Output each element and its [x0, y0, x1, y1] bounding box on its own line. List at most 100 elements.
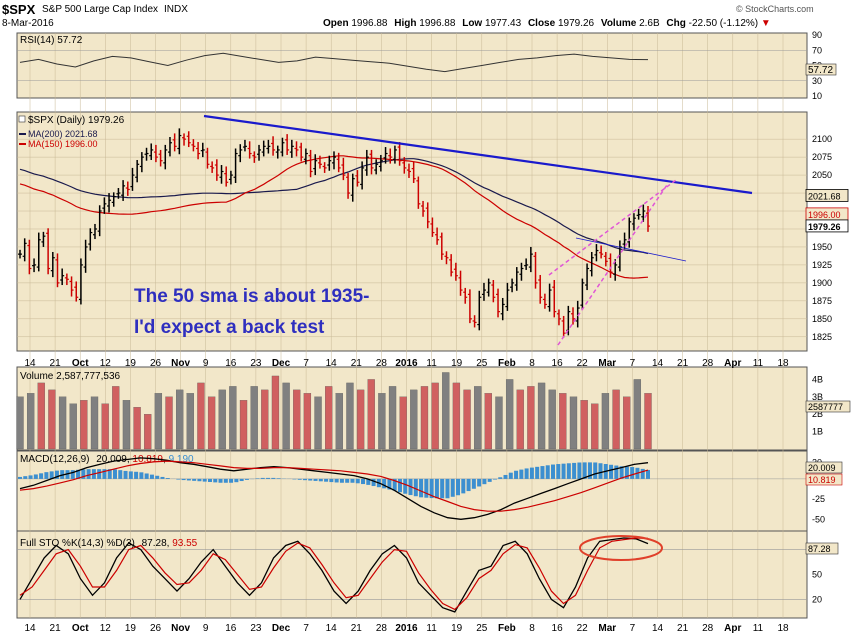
volume-bar — [207, 396, 216, 450]
date-tick: 23 — [250, 623, 262, 634]
macd-hist-bar — [70, 470, 75, 479]
date-tick: 11 — [753, 623, 764, 634]
price-axis: 2100207520502025200019751950192519001875… — [812, 134, 832, 342]
macd-hist-bar — [508, 472, 513, 479]
macd-hist-bar — [313, 478, 318, 481]
rsi-tick: 70 — [812, 45, 822, 55]
high-value: 1996.88 — [419, 18, 456, 29]
price-tick: 2050 — [812, 170, 832, 180]
price-bars — [18, 128, 650, 338]
chg-value: -22.50 (-1.12%) — [688, 18, 759, 29]
volume-bar — [463, 389, 471, 450]
volume-bar — [239, 400, 248, 450]
macd-hist-bar — [413, 478, 418, 497]
volume-bar — [420, 386, 429, 450]
price-tick: 1950 — [812, 242, 832, 252]
volume-bar — [165, 396, 173, 450]
macd-hist-bar — [540, 466, 545, 479]
macd-hist-bar — [355, 478, 360, 484]
date-tick: 11 — [426, 623, 437, 634]
date-tick: Apr — [724, 623, 741, 634]
price-legend: $SPX (Daily) 1979.26 MA(200) 2021.68 MA(… — [18, 115, 125, 149]
price-panel — [16, 111, 808, 352]
date-tick: 14 — [652, 358, 664, 369]
macd-hist-bar — [318, 478, 323, 482]
volume-bar — [325, 386, 333, 450]
macd-hist-bar — [361, 478, 366, 485]
macd-hist-bar — [587, 462, 592, 479]
volume-bar — [505, 379, 514, 450]
volume-bar — [218, 389, 226, 450]
volume-bar — [452, 382, 461, 450]
macd-hist-bar — [556, 464, 561, 479]
date-tick: 7 — [303, 623, 309, 634]
macd-hist-bar — [392, 478, 397, 491]
chg-label: Chg — [666, 18, 686, 29]
price-tags: 2021.68 1996.00 1979.26 — [805, 189, 849, 233]
price-tick: 1875 — [812, 296, 832, 306]
volume-tick: 3B — [812, 392, 823, 402]
volume-bar — [261, 389, 269, 450]
sto-tick: 20 — [812, 594, 822, 604]
volume-bar — [644, 393, 652, 450]
macd-hist-bar — [609, 464, 614, 479]
macd-hist-bar — [86, 469, 91, 479]
signal-tag-bg — [805, 473, 843, 486]
volume-bar — [378, 393, 386, 450]
volume-bar — [356, 389, 365, 450]
volume-bar — [346, 382, 354, 450]
macd-hist-bar — [49, 471, 54, 479]
macd-line — [19, 457, 649, 520]
macd-hist-bar — [192, 478, 197, 481]
date-tick: Feb — [498, 358, 516, 369]
volume-bar — [80, 400, 88, 450]
date-tick: Dec — [272, 623, 291, 634]
volume-bar — [516, 389, 524, 450]
rsi-panel — [16, 32, 808, 99]
price-tag-box — [805, 189, 849, 202]
price-tick: 1825 — [812, 332, 832, 342]
volume-bar — [144, 414, 152, 450]
price-tick: 1925 — [812, 260, 832, 270]
macd-hist-bar — [102, 469, 107, 479]
sto-label-name: Full STO %K(14,3) %D(3) — [20, 538, 135, 549]
annotation-line-1: The 50 sma is about 1935- — [134, 286, 370, 307]
header-description: S&P 500 Large Cap Index — [42, 4, 159, 15]
date-tick: 11 — [753, 358, 764, 369]
ma200-line — [19, 158, 649, 255]
date-tick: Apr — [724, 358, 741, 369]
price-tick: 2100 — [812, 134, 832, 144]
volume-bar — [591, 403, 599, 450]
date-tick: 7 — [630, 358, 636, 369]
date-tick: 16 — [225, 358, 237, 369]
volume-bar — [58, 396, 67, 450]
macd-hist-bar — [107, 469, 112, 479]
date-tick: Oct — [72, 623, 89, 634]
macd-hist-bar — [403, 478, 408, 494]
macd-hist-bar — [561, 463, 566, 479]
macd-hist-bar — [350, 478, 355, 483]
volume-bar — [48, 389, 56, 450]
volume-tick: 4B — [812, 374, 823, 384]
ma150-label: MA(150) 1996.00 — [28, 139, 98, 149]
price-tag: 1996.00 — [808, 210, 841, 220]
volume-bar — [122, 400, 131, 450]
volume-bar — [101, 403, 109, 450]
volume-bar — [388, 386, 397, 450]
header-date: 8-Mar-2016 — [2, 18, 54, 29]
date-tick: 8 — [529, 358, 535, 369]
date-tick: 12 — [100, 623, 112, 634]
macd-hist-bar — [260, 477, 265, 479]
rsi-tick: 30 — [812, 76, 822, 86]
date-tick: 28 — [702, 623, 714, 634]
volume-bar — [431, 382, 439, 450]
macd-hist-bar — [28, 475, 33, 479]
date-tick: 18 — [777, 623, 789, 634]
date-tick: 21 — [50, 623, 62, 634]
date-tick: 14 — [24, 623, 36, 634]
macd-hist-bar — [97, 469, 102, 479]
macd-hist-bar — [334, 478, 339, 483]
date-tick: Mar — [598, 358, 616, 369]
sto-label: Full STO %K(14,3) %D(3) 87.28, 93.55 — [20, 538, 198, 549]
date-tick: 21 — [677, 623, 689, 634]
